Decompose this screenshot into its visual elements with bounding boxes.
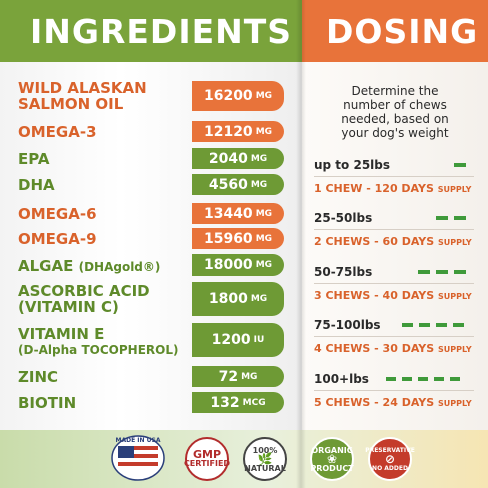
- ingredient-name-dha: DHA: [18, 176, 55, 194]
- dose-divider: [314, 283, 474, 284]
- ingredient-value-omega3: 12120 MG: [192, 121, 284, 142]
- dose-range-4: 75-100lbs: [314, 318, 381, 332]
- dose-level-4a: [402, 323, 413, 327]
- ingredient-name-salmon-oil: WILD ALASKAN SALMON OIL: [18, 79, 147, 113]
- usa-seal-text: MADE IN USA: [116, 437, 161, 444]
- gmp-badge: GMP CERTIFIED: [184, 437, 230, 481]
- dose-level-5a: [386, 377, 396, 381]
- dose-desc-3: 3 CHEWS - 40 DAYS SUPPLY: [314, 289, 472, 302]
- ingredient-value-zinc: 72 MG: [192, 366, 284, 387]
- ingredient-name-algae: ALGAE (DHAgold®): [18, 257, 161, 275]
- ingredient-name-biotin: BIOTIN: [18, 394, 77, 412]
- dose-range-3: 50-75lbs: [314, 265, 373, 279]
- dose-level-2b: [454, 216, 466, 220]
- dose-level-2a: [436, 216, 448, 220]
- ingredient-name-omega3: OMEGA-3: [18, 123, 97, 141]
- dose-range-5: 100+lbs: [314, 372, 369, 386]
- ingredient-value-algae: 18000 MG: [192, 254, 284, 276]
- dose-divider: [314, 390, 474, 391]
- dose-level-5d: [434, 377, 444, 381]
- dose-level-5e: [450, 377, 460, 381]
- ingredients-header: INGREDIENTS: [0, 0, 302, 62]
- ingredient-value-dha: 4560 MG: [192, 174, 284, 195]
- ingredient-name-zinc: ZINC: [18, 368, 59, 386]
- ingredient-value-biotin: 132 MCG: [192, 392, 284, 413]
- dose-desc-5: 5 CHEWS - 24 DAYS SUPPLY: [314, 396, 472, 409]
- ingredient-value-omega6: 13440 MG: [192, 203, 284, 224]
- dose-level-1: [454, 163, 466, 167]
- made-in-usa-seal: MADE IN USA: [111, 435, 165, 481]
- dosing-intro: Determine the number of chews needed, ba…: [341, 84, 449, 140]
- natural-badge: 100% 🌿 NATURAL: [243, 437, 287, 481]
- dose-desc-4: 4 CHEWS - 30 DAYS SUPPLY: [314, 342, 472, 355]
- dose-divider: [314, 336, 474, 337]
- ingredient-name-epa: EPA: [18, 150, 50, 168]
- dose-divider: [314, 229, 474, 230]
- dose-desc-2: 2 CHEWS - 60 DAYS SUPPLY: [314, 235, 472, 248]
- ingredient-value-vitamin-c: 1800 MG: [192, 282, 284, 316]
- panel-divider: [296, 0, 306, 488]
- ingredient-name-vitamin-e: VITAMIN E (D-Alpha TOCOPHEROL): [18, 325, 179, 357]
- ingredient-value-epa: 2040 MG: [192, 148, 284, 169]
- dose-level-3b: [436, 270, 448, 274]
- dose-level-4d: [453, 323, 464, 327]
- ingredient-name-omega9: OMEGA-9: [18, 230, 97, 248]
- organic-badge: ORGANIC ❀ PRODUCT: [310, 437, 354, 481]
- ingredients-title: INGREDIENTS: [30, 12, 293, 51]
- dose-level-5c: [418, 377, 428, 381]
- ingredient-name-omega6: OMEGA-6: [18, 205, 97, 223]
- dose-level-4c: [436, 323, 447, 327]
- ingredient-value-omega9: 15960 MG: [192, 228, 284, 249]
- dosing-panel: [302, 62, 488, 430]
- no-preservatives-badge: PRESERVATIVE ⊘ NO ADDED: [365, 437, 415, 481]
- dose-range-2: 25-50lbs: [314, 211, 373, 225]
- dose-level-3c: [454, 270, 466, 274]
- dose-level-3a: [418, 270, 430, 274]
- ingredient-value-vitamin-e: 1200 IU: [192, 323, 284, 357]
- dose-level-5b: [402, 377, 412, 381]
- dosing-title: DOSING: [326, 12, 479, 51]
- dose-level-4b: [419, 323, 430, 327]
- ingredient-value-salmon-oil: 16200 MG: [192, 81, 284, 111]
- dosing-header: DOSING: [302, 0, 488, 62]
- ingredient-name-vitamin-c: ASCORBIC ACID (VITAMIN C): [18, 282, 150, 316]
- dose-divider: [314, 176, 474, 177]
- dose-range-1: up to 25lbs: [314, 158, 391, 172]
- dose-desc-1: 1 CHEW - 120 DAYS SUPPLY: [314, 182, 472, 195]
